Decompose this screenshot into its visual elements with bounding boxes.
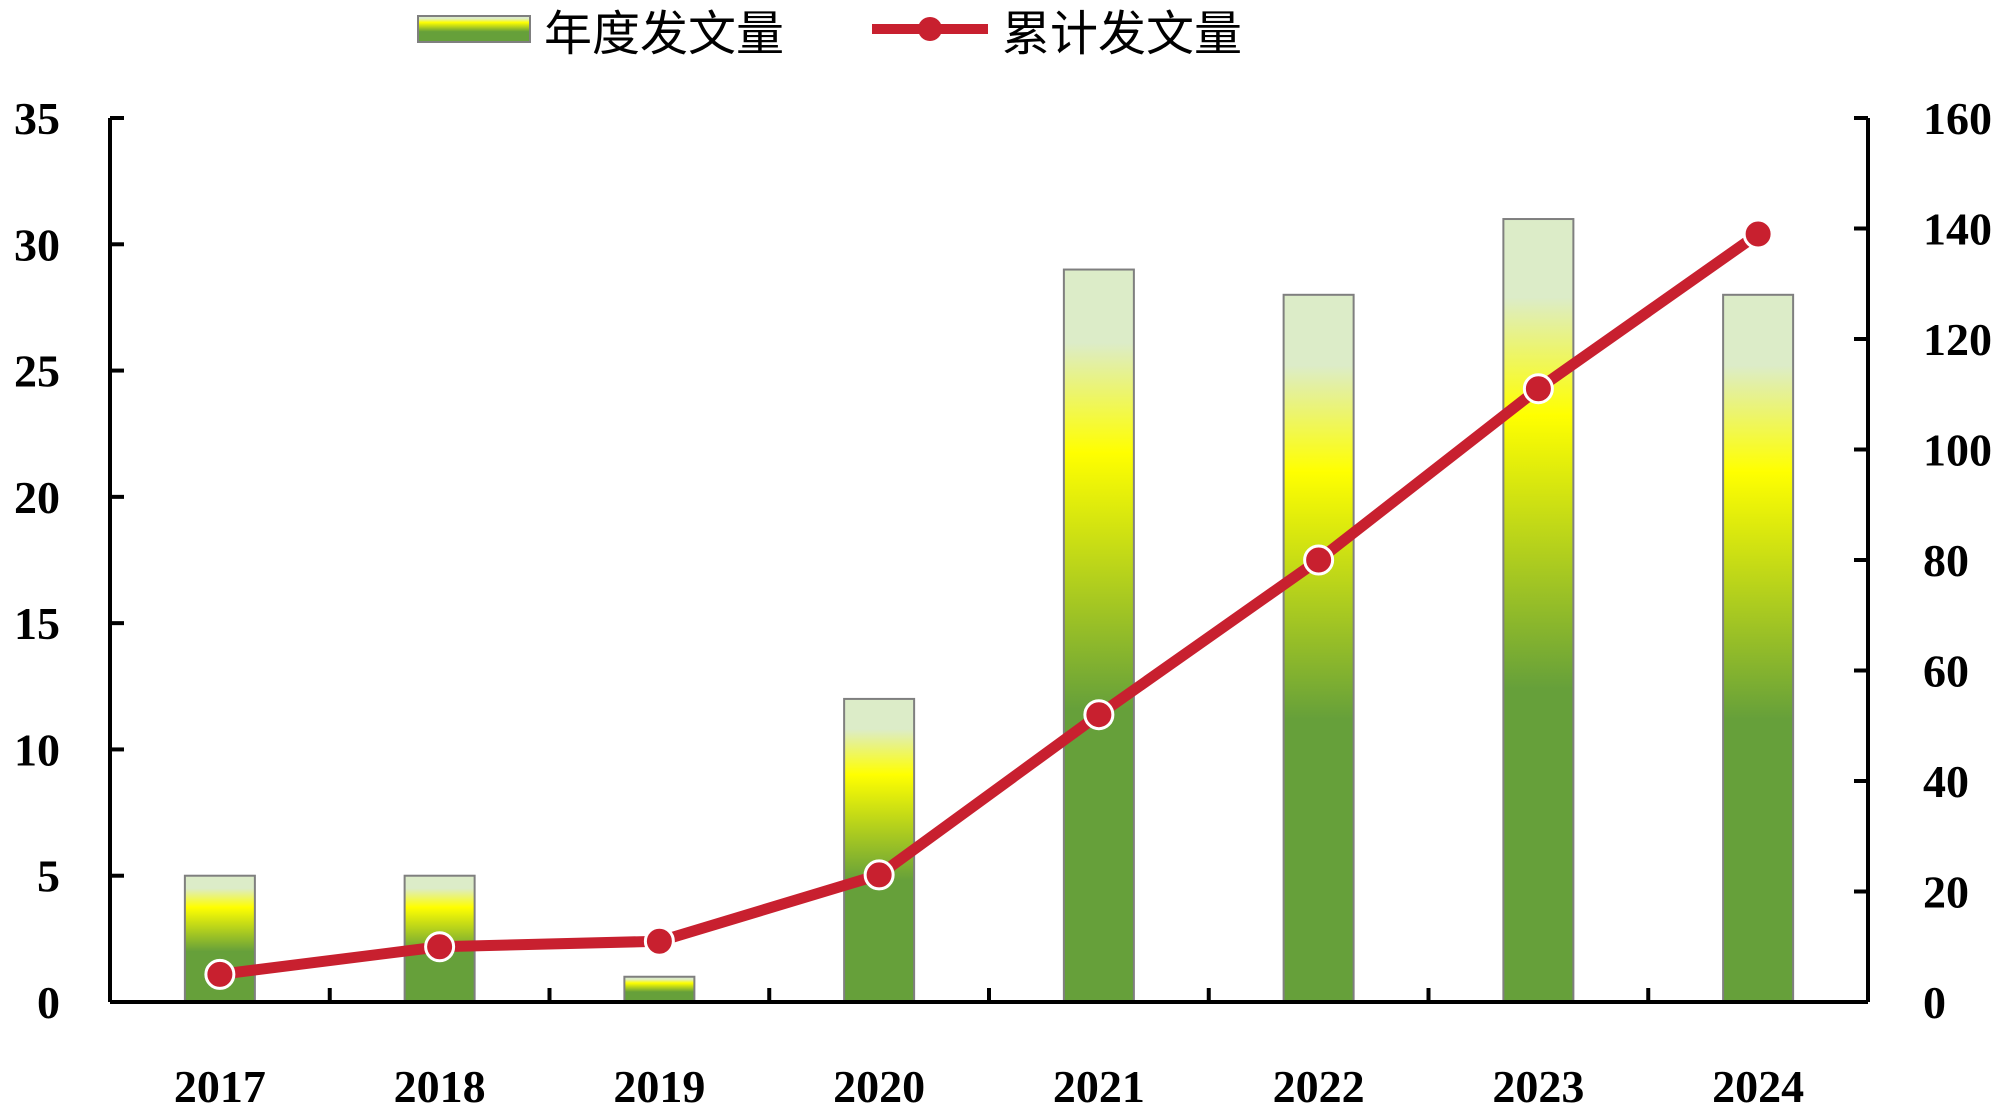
- plot-area: [183, 218, 1795, 1004]
- right-tick-label-40: 40: [1923, 756, 1969, 807]
- right-tick-label-20: 20: [1923, 867, 1969, 918]
- line-point-2020: [863, 859, 895, 891]
- line-point-2018: [424, 931, 456, 963]
- x-tick-label-2021: 2021: [1053, 1061, 1145, 1112]
- cumulative-line: [214, 228, 1764, 980]
- line-point-2019: [643, 925, 675, 957]
- line-point-2024: [1742, 218, 1774, 250]
- legend-swatch-marker: [918, 17, 942, 41]
- line-point-2022: [1303, 544, 1335, 576]
- x-tick-label-2019: 2019: [613, 1061, 705, 1112]
- line-point-2023: [1522, 373, 1554, 405]
- left-tick-label-15: 15: [14, 598, 60, 649]
- right-tick-label-0: 0: [1923, 977, 1946, 1028]
- right-tick-label-140: 140: [1923, 204, 1992, 255]
- x-tick-label-2020: 2020: [833, 1061, 925, 1112]
- line-point-2017: [204, 958, 236, 990]
- left-tick-label-30: 30: [14, 219, 60, 270]
- left-tick-label-10: 10: [14, 724, 60, 775]
- axes: 0 5 10 15 20 25 30 35 0 20 40 60 80 100 120 140 160 2017 2…: [14, 93, 1992, 1112]
- legend-label-bar: 年度发文量: [544, 6, 784, 62]
- right-tick-label-80: 80: [1923, 535, 1969, 586]
- x-tick-label-2023: 2023: [1492, 1061, 1584, 1112]
- left-tick-label-0: 0: [37, 977, 60, 1028]
- right-tick-label-60: 60: [1923, 646, 1969, 697]
- legend: 年度发文量 累计发文量: [417, 6, 1242, 62]
- x-tick-label-2017: 2017: [174, 1061, 266, 1112]
- left-tick-label-20: 20: [14, 472, 60, 523]
- x-tick-label-2018: 2018: [394, 1061, 486, 1112]
- bar-2024: [1722, 293, 1795, 1003]
- line-point-2021: [1083, 699, 1115, 731]
- x-tick-label-2024: 2024: [1712, 1061, 1804, 1112]
- right-tick-label-120: 120: [1923, 314, 1992, 365]
- bar-2023: [1502, 218, 1575, 1003]
- left-tick-label-35: 35: [14, 93, 60, 144]
- left-tick-label-25: 25: [14, 346, 60, 397]
- right-tick-label-160: 160: [1923, 93, 1992, 144]
- legend-label-line: 累计发文量: [1002, 6, 1242, 62]
- x-tick-label-2022: 2022: [1273, 1061, 1365, 1112]
- bar-2019: [623, 975, 696, 1004]
- bar-2021: [1062, 268, 1135, 1003]
- legend-swatch-bar: [417, 15, 531, 43]
- left-tick-label-5: 5: [37, 851, 60, 902]
- bar-2022: [1282, 293, 1355, 1003]
- right-tick-label-100: 100: [1923, 425, 1992, 476]
